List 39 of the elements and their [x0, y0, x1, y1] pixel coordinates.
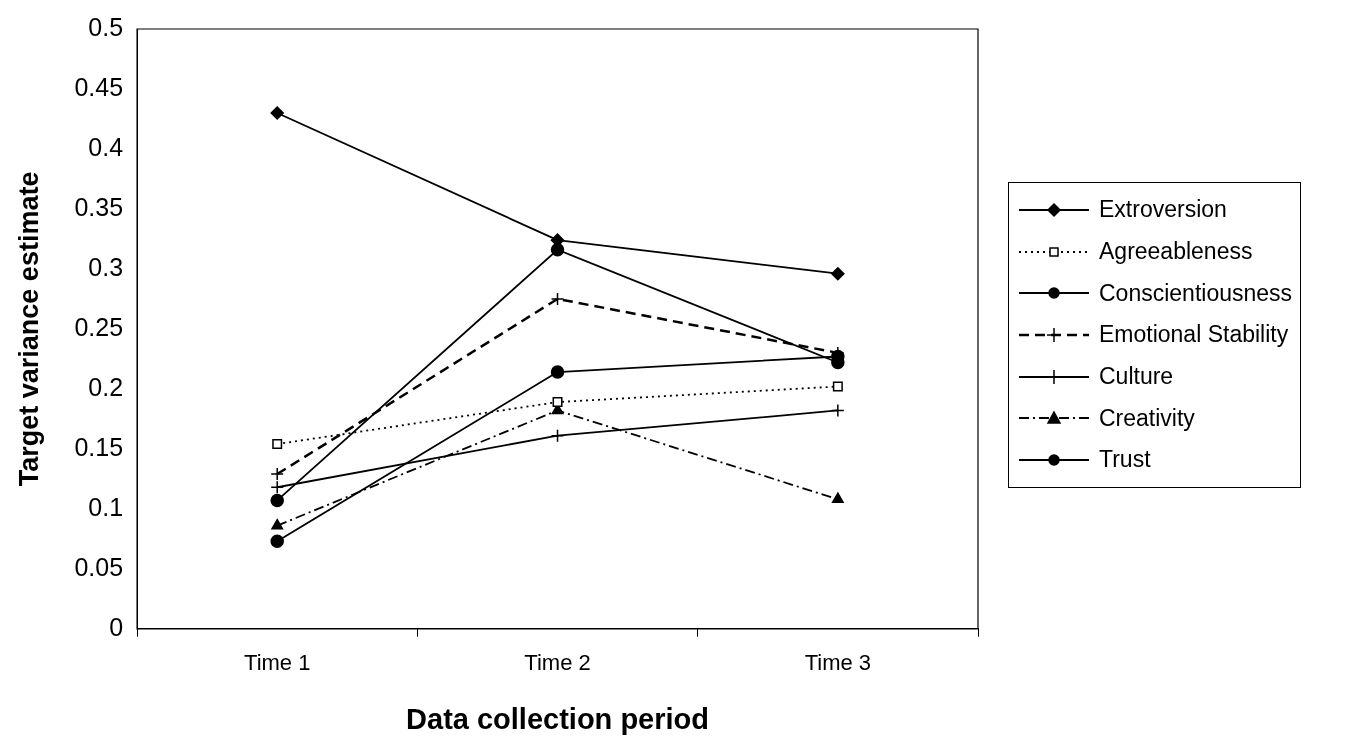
- x-tick-label: Time 1: [244, 650, 311, 676]
- legend-label: Creativity: [1099, 404, 1195, 432]
- legend-label: Emotional Stability: [1099, 321, 1289, 349]
- point: [550, 292, 565, 306]
- y-tick-label: 0.3: [88, 252, 124, 281]
- point: [270, 493, 284, 508]
- y-tick-label: 0.1: [88, 492, 124, 521]
- point: [550, 365, 565, 379]
- point: [270, 106, 284, 120]
- y-tick-label: 0.45: [74, 72, 124, 101]
- y-tick-label: 0.05: [74, 552, 124, 581]
- point: [270, 534, 284, 548]
- point: [271, 518, 284, 530]
- x-tick-label: Time 3: [804, 650, 872, 676]
- point: [552, 397, 563, 408]
- y-tick-label: 0.25: [74, 312, 124, 341]
- y-tick-label: 0.4: [88, 132, 124, 161]
- point: [832, 381, 843, 392]
- point: [831, 492, 844, 503]
- x-tick-label: Time 2: [524, 650, 591, 676]
- legend-label: Agreeableness: [1099, 238, 1253, 266]
- point: [270, 480, 284, 494]
- legend-label: Culture: [1099, 363, 1174, 391]
- point: [550, 242, 565, 257]
- y-tick-label: 0: [109, 612, 124, 641]
- y-tick-label: 0.5: [88, 12, 124, 41]
- x-axis-title: Data collection period: [406, 702, 710, 735]
- y-tick-label: 0.15: [74, 432, 124, 461]
- legend-label: Extroversion: [1099, 196, 1227, 224]
- legend-label: Conscientiousness: [1099, 279, 1293, 307]
- y-tick-label: 0.2: [88, 372, 124, 401]
- point: [831, 403, 845, 418]
- point: [831, 266, 845, 281]
- legend-label: Trust: [1099, 446, 1151, 474]
- point: [550, 428, 565, 443]
- y-tick-label: 0.35: [74, 192, 124, 221]
- point: [270, 467, 284, 481]
- point: [272, 439, 283, 450]
- y-axis-title: Target variance estimate: [13, 171, 44, 487]
